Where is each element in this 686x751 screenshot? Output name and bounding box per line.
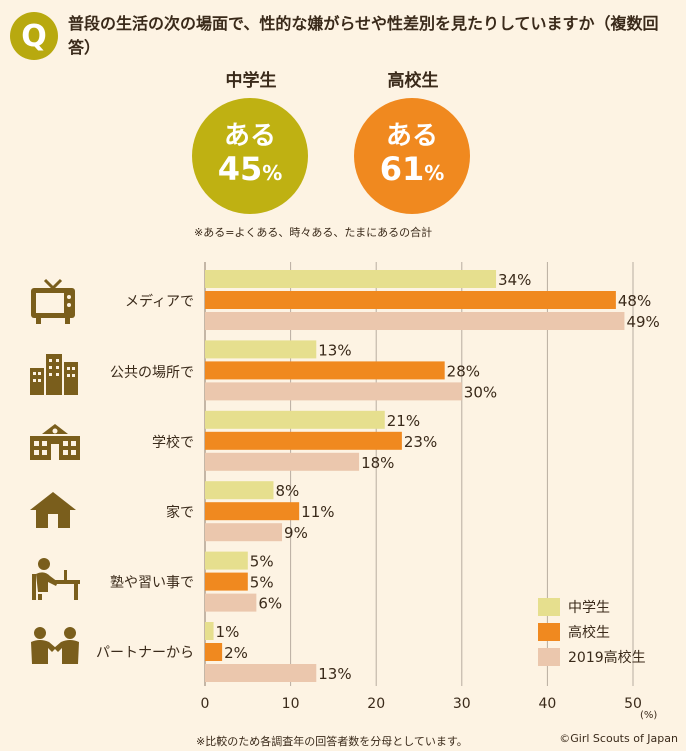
bar-senior-3 [205,502,300,521]
legend-label-junior: 中学生 [568,599,610,616]
legend-item-2019: 2019高校生 [538,644,646,669]
bar-value-label-junior-2: 21% [387,412,420,430]
legend-label-senior: 高校生 [568,624,610,641]
summary-note: ※ある=よくある、時々ある、たまにあるの合計 [194,226,433,239]
bar-value-label-senior-5: 2% [224,644,248,662]
category-label-partner: パートナーから [96,645,194,661]
bar-junior-5 [205,622,214,640]
summary-value-senior: 61 [379,150,425,188]
bar-value-label-2019-3: 9% [284,524,308,542]
legend-swatch-junior [538,597,560,616]
bar-value-label-junior-5: 1% [216,623,240,641]
tv-icon [31,278,75,324]
x-tick-label-30: 30 [453,696,471,712]
legend-item-senior: 高校生 [538,619,646,644]
bar-value-label-2019-4: 6% [258,595,282,613]
axis-unit: (%) [640,710,658,721]
category-label-media: メディアで [124,294,194,310]
bar-value-label-senior-4: 5% [250,574,274,592]
bar-value-label-junior-0: 34% [498,271,531,289]
bar-value-label-2019-0: 49% [626,313,659,331]
bar-junior-2 [205,410,385,429]
house-icon [30,492,76,528]
bar-value-label-2019-2: 18% [361,454,394,472]
bar-value-label-junior-3: 8% [275,482,299,500]
x-tick-label-20: 20 [367,696,385,712]
couple-icon [31,627,79,664]
category-label-public: 公共の場所で [110,365,194,381]
group-label-junior: 中学生 [225,71,277,91]
bar-junior-4 [205,551,248,570]
bar-value-label-senior-3: 11% [301,503,334,521]
chart-legend: 中学生 高校生 2019高校生 [538,594,646,669]
legend-swatch-senior [538,622,560,641]
bar-senior-4 [205,572,248,591]
group-label-senior: 高校生 [387,71,439,91]
category-label-home: 家で [166,505,194,521]
bar-2019-0 [205,312,625,330]
category-label-school: 学校で [152,435,194,451]
bar-2019-1 [205,382,462,401]
summary-word-junior: ある [223,121,276,151]
bar-value-label-senior-1: 28% [447,362,480,380]
bar-junior-0 [205,270,497,288]
summary-word-senior: ある [385,121,438,151]
bar-value-label-senior-2: 23% [404,433,437,451]
x-tick-label-10: 10 [282,696,300,712]
bar-senior-1 [205,361,445,380]
question-text: 普段の生活の次の場面で、性的な嫌がらせや性差別を見たりしていますか（複数回答） [68,14,659,57]
bar-2019-2 [205,452,360,471]
bar-2019-5 [205,664,317,682]
desk-study-icon [32,558,80,600]
bar-senior-5 [205,643,223,661]
bar-2019-3 [205,523,283,542]
legend-swatch-2019 [538,647,560,666]
school-icon [30,424,80,460]
summary-unit-senior: % [424,161,445,185]
x-tick-label-40: 40 [538,696,556,712]
copyright-credit: ©Girl Scouts of Japan [559,732,678,745]
buildings-icon [30,354,78,395]
bar-value-label-senior-0: 48% [618,292,651,310]
bar-value-label-junior-4: 5% [250,553,274,571]
bar-value-label-2019-5: 13% [318,665,351,683]
bar-value-label-2019-1: 30% [464,383,497,401]
summary-circle-senior: ある 61% [354,98,470,214]
legend-item-junior: 中学生 [538,594,646,619]
x-tick-label-0: 0 [201,696,210,712]
legend-label-2019: 2019高校生 [568,649,646,666]
bar-2019-4 [205,593,257,612]
bar-senior-0 [205,291,616,309]
x-tick-label-50: 50 [624,696,642,712]
bar-senior-2 [205,431,402,450]
bar-value-label-junior-1: 13% [318,341,351,359]
category-label-cram: 塾や習い事で [110,575,194,591]
question-badge: Q [10,12,58,60]
summary-unit-junior: % [262,161,283,185]
bar-junior-1 [205,340,317,359]
bar-junior-3 [205,481,274,500]
summary-circle-junior: ある 45% [192,98,308,214]
footer-note: ※比較のため各調査年の回答者数を分母としています。 [196,735,468,748]
summary-value-junior: 45 [217,150,263,188]
